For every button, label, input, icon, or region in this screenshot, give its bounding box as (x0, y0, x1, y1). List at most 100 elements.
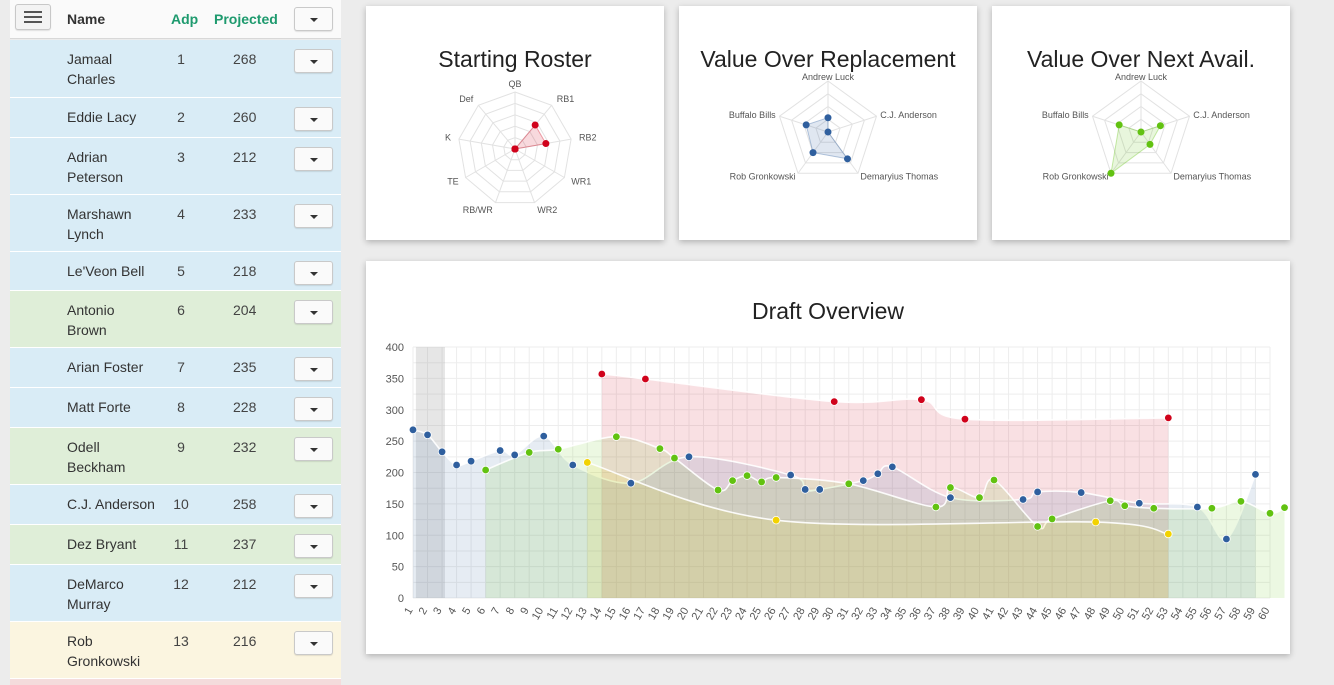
player-row[interactable]: Dez Bryant 11 237 (10, 525, 341, 565)
column-header-projected[interactable]: Projected (214, 11, 278, 27)
draft-pick-point[interactable] (1164, 529, 1173, 539)
draft-pick-point[interactable] (713, 485, 723, 495)
player-row[interactable]: DeMarco Murray 12 212 (10, 565, 341, 622)
draft-pick-point[interactable] (873, 469, 883, 478)
radar-value-point[interactable] (843, 155, 851, 163)
draft-pick-point[interactable] (1135, 499, 1144, 508)
player-row[interactable]: Rob Gronkowski 13 216 (10, 622, 341, 679)
draft-pick-point[interactable] (423, 430, 432, 440)
header-dropdown-button[interactable] (294, 7, 333, 31)
radar-value-point[interactable] (1137, 128, 1145, 136)
draft-pick-point[interactable] (655, 444, 665, 453)
draft-pick-point[interactable] (771, 515, 781, 525)
draft-pick-point[interactable] (1193, 502, 1202, 512)
player-dropdown-button[interactable] (294, 437, 333, 461)
player-dropdown-button[interactable] (294, 494, 333, 518)
player-row[interactable]: Antonio Brown 6 204 (10, 291, 341, 348)
draft-pick-point[interactable] (568, 460, 577, 470)
draft-pick-point[interactable] (408, 425, 418, 435)
draft-pick-point[interactable] (830, 397, 839, 406)
player-row[interactable]: Odell Beckham 9 232 (10, 428, 341, 485)
draft-pick-point[interactable] (626, 478, 636, 488)
radar-value-point[interactable] (511, 145, 519, 153)
draft-pick-point[interactable] (510, 450, 519, 460)
draft-pick-point[interactable] (960, 414, 970, 424)
draft-pick-point[interactable] (931, 502, 941, 512)
draft-pick-point[interactable] (757, 477, 766, 487)
draft-pick-point[interactable] (1018, 495, 1028, 504)
player-dropdown-button[interactable] (294, 300, 333, 324)
draft-pick-point[interactable] (437, 447, 447, 456)
player-dropdown-button[interactable] (294, 631, 333, 655)
draft-pick-point[interactable] (800, 485, 810, 494)
draft-pick-point[interactable] (946, 493, 955, 502)
column-header-adp[interactable]: Adp (171, 11, 199, 27)
player-row[interactable]: Eddie Lacy 2 260 (10, 98, 341, 138)
player-dropdown-button[interactable] (294, 534, 333, 558)
draft-pick-point[interactable] (597, 369, 607, 379)
draft-pick-point[interactable] (975, 493, 984, 502)
draft-pick-point[interactable] (771, 473, 781, 482)
player-dropdown-button[interactable] (294, 357, 333, 381)
draft-pick-point[interactable] (612, 432, 621, 441)
draft-pick-point[interactable] (525, 448, 534, 457)
draft-pick-point[interactable] (481, 465, 490, 475)
draft-pick-point[interactable] (539, 431, 548, 441)
draft-pick-point[interactable] (786, 470, 795, 480)
radar-value-point[interactable] (809, 149, 817, 157)
draft-pick-point[interactable] (742, 471, 752, 480)
radar-value-point[interactable] (542, 140, 550, 148)
draft-pick-point[interactable] (1033, 522, 1042, 531)
draft-pick-point[interactable] (917, 395, 926, 404)
player-dropdown-button[interactable] (294, 204, 333, 228)
draft-pick-point[interactable] (1149, 504, 1158, 513)
player-row[interactable]: Matt Forte 8 228 (10, 388, 341, 428)
draft-pick-point[interactable] (670, 453, 679, 463)
radar-value-point[interactable] (1107, 169, 1115, 177)
draft-pick-point[interactable] (1076, 488, 1086, 497)
player-row[interactable]: Adrian Peterson 3 212 (10, 138, 341, 195)
draft-pick-point[interactable] (1106, 496, 1115, 505)
radar-value-point[interactable] (531, 121, 539, 129)
radar-value-point[interactable] (824, 128, 832, 136)
draft-pick-point[interactable] (1251, 470, 1260, 479)
draft-pick-point[interactable] (1280, 503, 1289, 512)
player-dropdown-button[interactable] (294, 574, 333, 598)
draft-pick-point[interactable] (495, 446, 505, 455)
player-row[interactable]: Jamaal Charles 1 268 (10, 40, 341, 98)
player-row[interactable]: Arian Foster 7 235 (10, 348, 341, 388)
draft-pick-point[interactable] (1164, 413, 1173, 423)
draft-pick-point[interactable] (466, 457, 476, 466)
player-row[interactable]: Marshawn Lynch 4 233 (10, 195, 341, 252)
player-row[interactable]: C.J. Anderson 10 258 (10, 485, 341, 525)
draft-pick-point[interactable] (815, 485, 824, 494)
player-row[interactable]: Le'Veon Bell 5 218 (10, 252, 341, 291)
draft-pick-point[interactable] (1207, 504, 1217, 513)
draft-pick-point[interactable] (641, 374, 650, 384)
draft-pick-point[interactable] (1120, 501, 1129, 510)
radar-value-point[interactable] (1146, 140, 1154, 148)
radar-value-point[interactable] (1156, 122, 1164, 130)
radar-value-point[interactable] (1115, 121, 1123, 129)
draft-pick-point[interactable] (684, 452, 694, 462)
player-dropdown-button[interactable] (294, 49, 333, 73)
draft-pick-point[interactable] (989, 475, 999, 485)
draft-pick-point[interactable] (1265, 509, 1275, 518)
draft-pick-point[interactable] (1222, 534, 1231, 544)
player-dropdown-button[interactable] (294, 397, 333, 421)
draft-pick-point[interactable] (844, 479, 853, 488)
radar-value-point[interactable] (824, 114, 832, 122)
player-dropdown-button[interactable] (294, 107, 333, 131)
draft-pick-point[interactable] (1236, 497, 1246, 506)
draft-pick-point[interactable] (946, 483, 955, 492)
draft-pick-point[interactable] (452, 460, 461, 470)
draft-pick-point[interactable] (859, 476, 868, 485)
draft-pick-point[interactable] (888, 462, 897, 472)
draft-pick-point[interactable] (554, 445, 563, 454)
player-dropdown-button[interactable] (294, 147, 333, 171)
menu-button[interactable] (15, 4, 51, 30)
draft-pick-point[interactable] (1047, 514, 1057, 524)
draft-pick-point[interactable] (1033, 487, 1042, 497)
column-header-name[interactable]: Name (67, 11, 106, 27)
draft-pick-point[interactable] (1091, 517, 1100, 527)
